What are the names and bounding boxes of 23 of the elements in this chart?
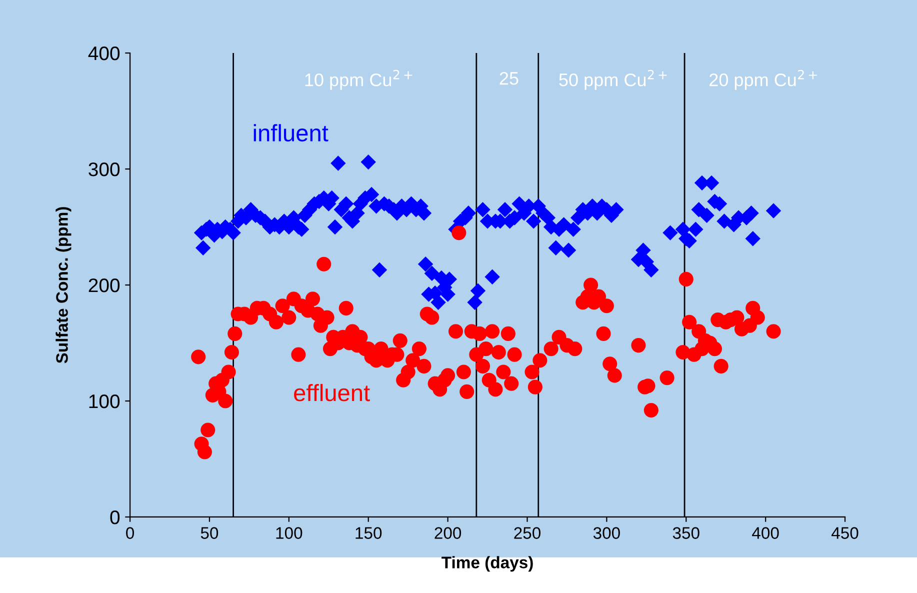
x-tick-label: 200 [434,527,462,539]
x-tick-label: 250 [514,527,540,539]
series-label: influent [254,124,328,142]
annotation: 10 ppm Cu$^{2+}$ [305,70,412,90]
x-tick-label: 150 [356,527,382,539]
x-tick-label: 300 [593,527,620,539]
annotation: 20 ppm Cu$^{2+}$ [710,70,817,90]
x-tick-label: 50 [200,527,218,539]
y-tick-label: 0 [110,510,120,524]
y-axis-title: Sulfate Conc. (ppm) [56,207,72,364]
x-tick-label: 100 [276,527,302,539]
y-tick-label: 200 [88,278,120,292]
x-tick-label: 400 [752,527,779,539]
series-label: effluent [294,384,370,402]
y-tick-label: 400 [88,46,120,60]
x-tick-label: 350 [672,527,700,539]
x-axis-title: Time (days) [442,556,533,572]
y-tick-label: 100 [89,394,120,408]
x-tick-label: 0 [126,527,134,539]
annotation: 50 ppm Cu$^{2+}$ [559,70,667,90]
annotation: 25 [500,72,518,85]
x-tick-label: 450 [831,527,858,539]
y-tick-label: 300 [88,162,120,176]
